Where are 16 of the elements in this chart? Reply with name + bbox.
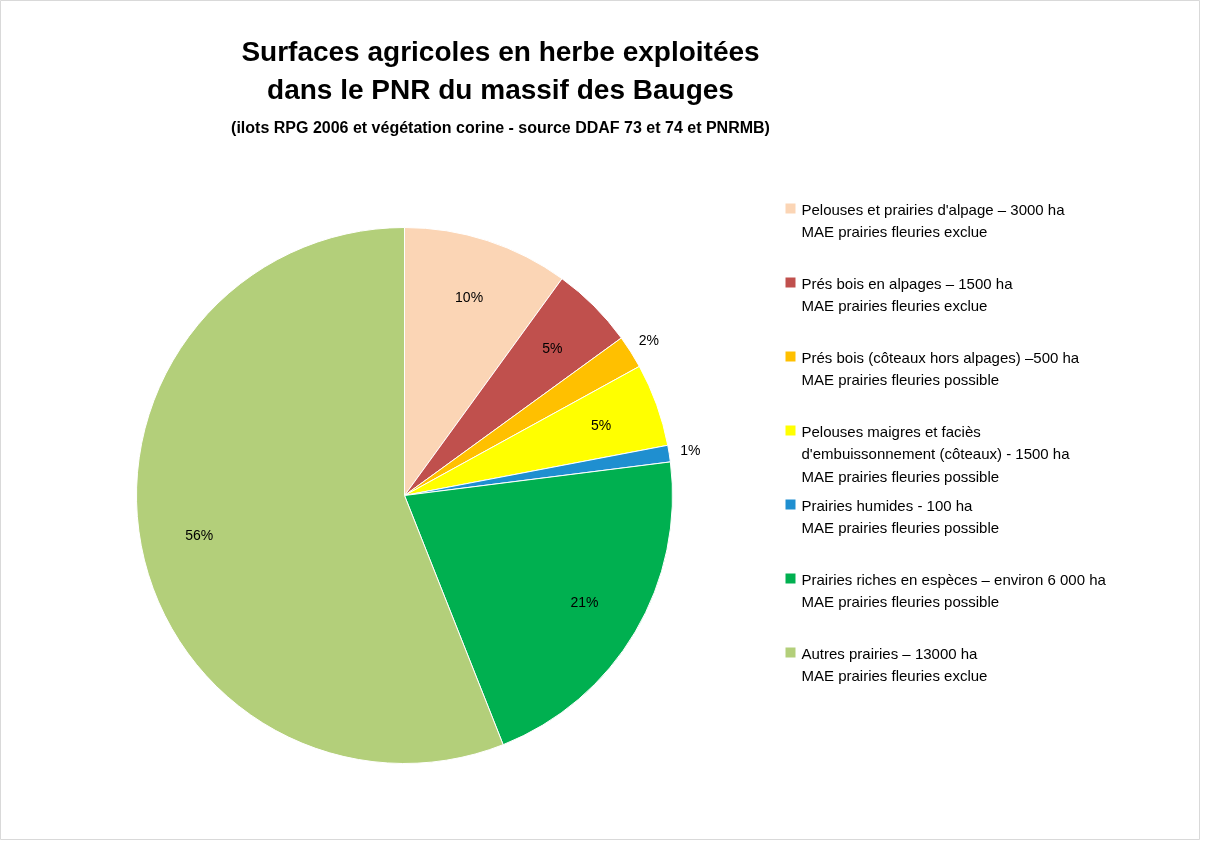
chart-subtitle: (ilots RPG 2006 et végétation corine - source DDAF 73 et 74 et PNRMB) <box>231 118 770 136</box>
legend-label: Prés bois (côteaux hors alpages) –500 ha MAE prairies fleuries possible <box>801 348 1080 389</box>
legend-label: Pelouses maigres et faciès d'embuissonnement (côteaux) - 1500 ha MAE prairies fleuries possible <box>801 422 1071 486</box>
legend-label: Prés bois en alpages – 1500 ha MAE prairies fleuries exclue <box>801 274 1014 315</box>
data-label: 1% <box>680 442 701 459</box>
data-label: 10% <box>455 288 484 305</box>
data-label: 5% <box>591 416 612 433</box>
chart-title: Surfaces agricoles en herbe exploitées dans le PNR du massif des Bauges <box>241 35 760 106</box>
data-label: 21% <box>570 593 599 610</box>
data-label: 2% <box>638 332 659 349</box>
legend-label: Prairies riches en espèces – environ 6 000 ha MAE prairies fleuries possible <box>801 570 1107 611</box>
data-label: 5% <box>542 339 563 356</box>
legend-label: Pelouses et prairies d'alpage – 3000 ha MAE prairies fleuries exclue <box>801 200 1066 241</box>
legend-label: Prairies humides - 100 ha MAE prairies fleuries possible <box>801 496 1000 537</box>
data-label: 56% <box>185 526 214 543</box>
legend-label: Autres prairies – 13000 ha MAE prairies fleuries exclue <box>801 644 988 685</box>
